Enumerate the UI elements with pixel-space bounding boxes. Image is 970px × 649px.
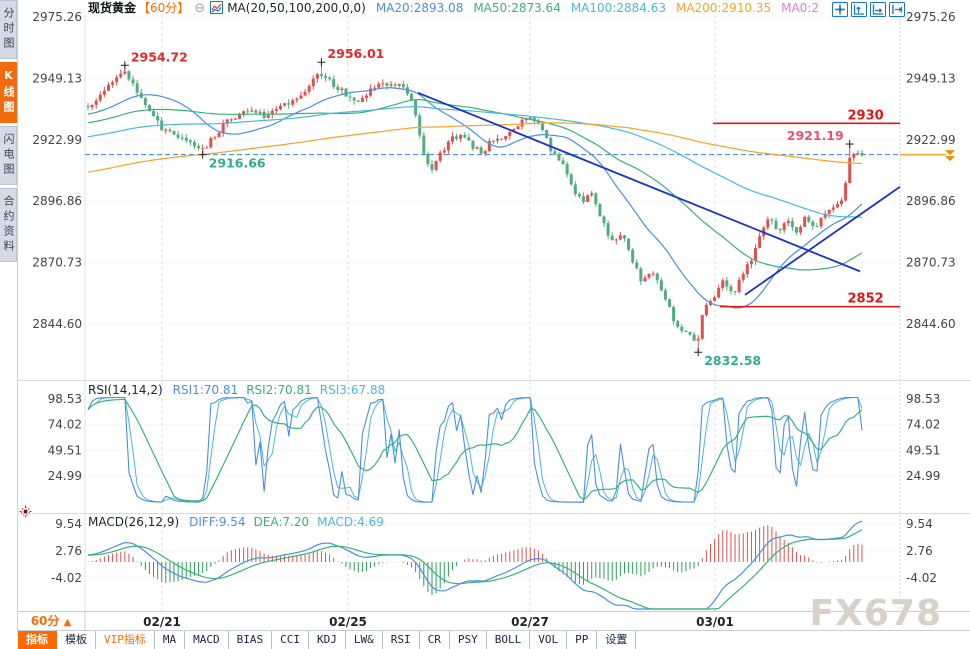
bottom-tab-bias[interactable]: BIAS [229,631,273,649]
bottom-tab-kdj[interactable]: KDJ [309,631,346,649]
rsi-legend-item: RSI3:67.88 [319,383,386,397]
bottom-tab-indicators[interactable]: 指标 [18,631,57,649]
bottom-tab-macd[interactable]: MACD [185,631,229,649]
svg-text:2896.86: 2896.86 [32,194,82,208]
chart-toolbar [832,2,905,17]
axis-pan-right-icon[interactable] [870,2,886,17]
grid [84,15,901,611]
axis-zoom-up-icon[interactable] [851,2,867,17]
bottom-tab-pp[interactable]: PP [567,631,598,649]
svg-text:74.02: 74.02 [48,418,82,432]
svg-text:98.53: 98.53 [906,392,940,406]
svg-text:03/01: 03/01 [696,615,734,629]
macd-legend-item: DIFF:9.54 [189,515,246,529]
bottom-tab-templates[interactable]: 模板 [57,631,96,649]
svg-text:98.53: 98.53 [48,392,82,406]
svg-text:9.54: 9.54 [906,517,933,531]
svg-text:2949.13: 2949.13 [32,71,82,85]
svg-text:2.76: 2.76 [55,544,82,558]
bottom-tab-cci[interactable]: CCI [272,631,309,649]
bottom-tab-settings[interactable]: 设置 [597,631,637,649]
svg-text:74.02: 74.02 [906,418,940,432]
sidebar-chart-tabs: 分时图 K线图闪电图合约资料 [0,0,18,631]
svg-text:2844.60: 2844.60 [906,317,956,331]
mini-line-chart-icon[interactable] [210,1,224,17]
svg-text:2921.19: 2921.19 [787,128,844,143]
svg-text:02/25: 02/25 [329,615,367,629]
ma-legend-item: MA20:2893.08 [375,1,464,15]
svg-text:2975.26: 2975.26 [32,10,82,24]
shift-right-icon[interactable] [889,2,905,17]
chevron-up-icon: ▲ [63,617,72,628]
svg-text:-4.02: -4.02 [51,571,82,585]
svg-text:2844.60: 2844.60 [32,317,82,331]
macd-legend-item: DEA:7.20 [253,515,310,529]
svg-text:49.51: 49.51 [48,443,82,457]
svg-text:02/21: 02/21 [143,615,181,629]
ma-params-label: MA(20,50,100,200,0,0) [227,1,366,15]
rsi-params-label: RSI(14,14,2) [88,383,163,397]
crosshair-move-icon[interactable] [832,2,848,17]
indicator-target-icon[interactable] [19,503,32,522]
sidebar-tab-time-chart[interactable]: 分时图 [0,0,17,59]
rsi-panel [87,396,863,503]
main-panel: 2930 2852 2954.72 2916.66 2956.01 2832.58 2921… [85,46,955,368]
rsi-legend: RSI(14,14,2) RSI1:70.81 RSI2:70.81 RSI3:67.… [88,383,385,397]
svg-text:02/27: 02/27 [511,615,549,629]
svg-text:24.99: 24.99 [906,469,940,483]
ma-legend-item: MA0:2 [781,1,819,15]
sidebar-tab-contract-info[interactable]: 合约资料 [0,188,17,262]
svg-text:2.76: 2.76 [906,544,933,558]
macd-legend: MACD(26,12,9) DIFF:9.54 DEA:7.20 MACD:4.69 [88,515,384,529]
ma-legend: MA20:2893.08 MA50:2873.64 MA100:2884.63 MA2… [366,1,819,15]
ma-legend-item: MA100:2884.63 [570,1,666,15]
ma-legend-item: MA50:2873.64 [473,1,561,15]
period-selector[interactable]: 60分 ▲ [18,612,84,631]
bottom-tab-rsi[interactable]: RSI [383,631,420,649]
svg-text:2832.58: 2832.58 [704,353,761,368]
bottom-tab-boll[interactable]: BOLL [487,631,531,649]
macd-legend-item: MACD:4.69 [317,515,384,529]
svg-text:2954.72: 2954.72 [131,49,188,64]
macd-params-label: MACD(26,12,9) [88,515,180,529]
period-tag: 【60分】 [138,1,190,15]
sidebar-tab-kline-chart[interactable]: K线图 [0,62,17,123]
bottom-tab-cr[interactable]: CR [420,631,450,649]
svg-text:2949.13: 2949.13 [906,71,956,85]
svg-text:-4.02: -4.02 [906,571,937,585]
rsi-legend-item: RSI1:70.81 [172,383,239,397]
rsi-legend-item: RSI2:70.81 [246,383,312,397]
bottom-tab-ma[interactable]: MA [155,631,186,649]
chart-header: 现货黄金 【60分】 ⊖ MA(20,50,100,200,0,0) MA20:2893… [88,0,819,16]
svg-text:2922.99: 2922.99 [906,133,956,147]
indicator-tab-bar: 指标 模板 VIP指标 MA MACD BIAS CCI KDJ LW& RSI CR PSY BOLL… [18,631,970,649]
svg-text:2870.73: 2870.73 [32,256,82,270]
sidebar-tab-tick-chart[interactable]: 闪电图 [0,126,17,185]
svg-text:2922.99: 2922.99 [32,133,82,147]
circle-minus-icon[interactable]: ⊖ [194,1,206,16]
svg-text:2930: 2930 [848,108,884,123]
svg-text:49.51: 49.51 [906,443,940,457]
bottom-tab-vip-indicators[interactable]: VIP指标 [96,631,155,649]
ma-legend-item: MA200:2910.35 [675,1,772,15]
panel-separators [0,380,970,631]
bottom-tab-vol[interactable]: VOL [530,631,568,649]
svg-text:2852: 2852 [848,292,884,307]
svg-text:24.99: 24.99 [48,469,82,483]
svg-text:2916.66: 2916.66 [209,156,266,171]
axis-labels: 2975.26 2975.26 2949.13 2949.13 2922.99 2922.… [32,10,955,629]
period-selector-label: 60分 [30,614,60,628]
symbol-name: 现货黄金 [88,1,137,15]
svg-text:2975.26: 2975.26 [906,10,956,24]
macd-panel [87,520,863,610]
svg-text:2896.86: 2896.86 [906,194,956,208]
svg-text:2956.01: 2956.01 [327,46,384,61]
bottom-tab-psy[interactable]: PSY [450,631,487,649]
svg-text:9.54: 9.54 [55,517,82,531]
bottom-tab-lwr[interactable]: LW& [346,631,383,649]
svg-text:2870.73: 2870.73 [906,256,956,270]
